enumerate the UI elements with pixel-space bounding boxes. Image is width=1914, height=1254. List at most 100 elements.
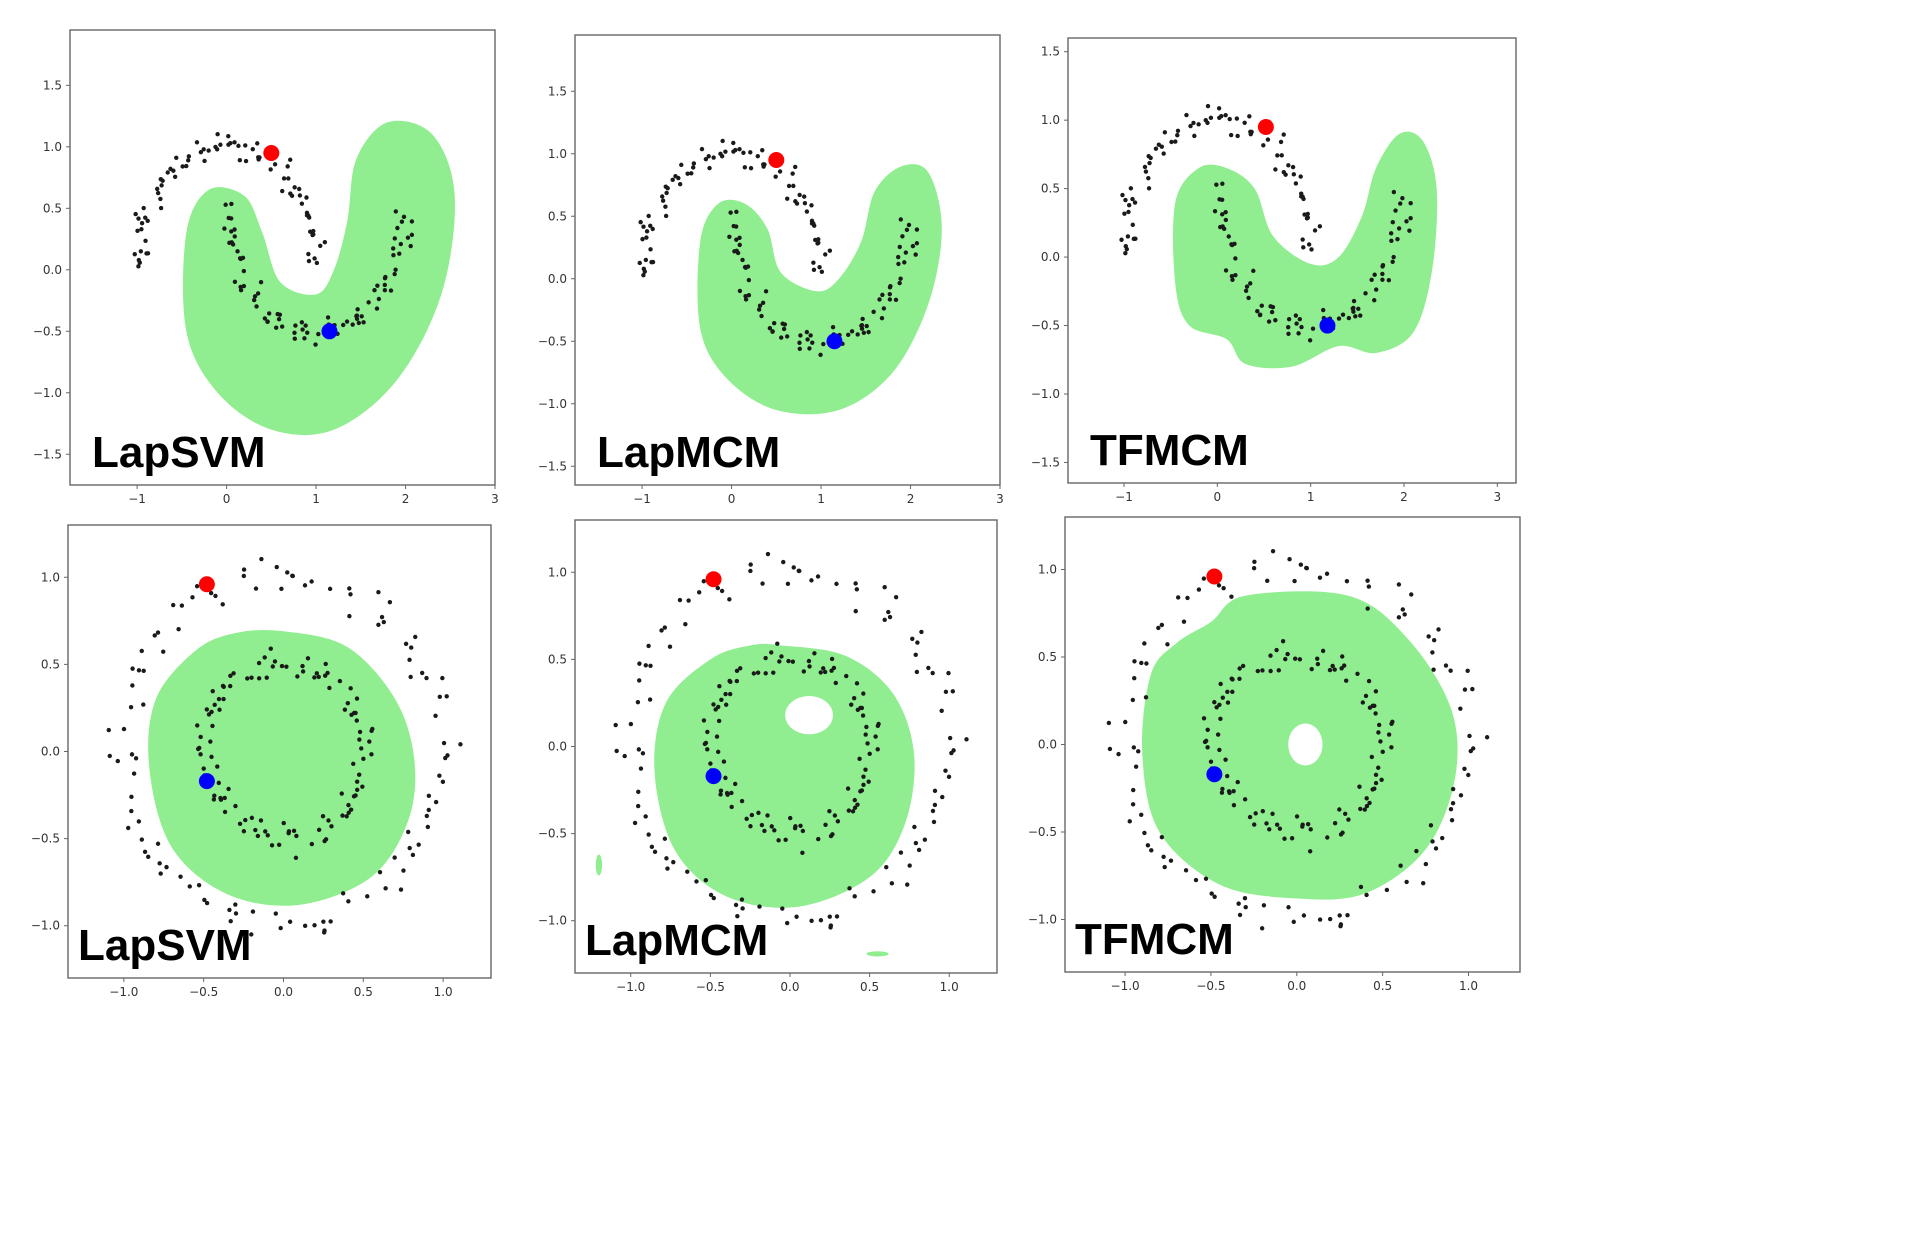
unlabeled-point bbox=[230, 242, 236, 247]
unlabeled-point bbox=[1364, 892, 1369, 898]
unlabeled-point bbox=[1184, 112, 1189, 118]
unlabeled-point bbox=[309, 841, 315, 847]
unlabeled-point bbox=[715, 585, 720, 591]
decision-region bbox=[697, 164, 942, 415]
unlabeled-point bbox=[815, 241, 820, 246]
unlabeled-point bbox=[347, 586, 352, 591]
unlabeled-point bbox=[370, 726, 375, 732]
unlabeled-point bbox=[648, 247, 653, 252]
unlabeled-point bbox=[809, 918, 814, 924]
unlabeled-point bbox=[241, 567, 247, 572]
unlabeled-point bbox=[721, 759, 727, 764]
unlabeled-point bbox=[781, 559, 786, 565]
unlabeled-point bbox=[1287, 557, 1292, 562]
unlabeled-point bbox=[1106, 720, 1112, 726]
unlabeled-point bbox=[1276, 668, 1281, 673]
unlabeled-point bbox=[152, 633, 157, 638]
unlabeled-point bbox=[1223, 217, 1229, 223]
unlabeled-point bbox=[696, 590, 702, 595]
unlabeled-point bbox=[359, 746, 364, 751]
unlabeled-point bbox=[1244, 284, 1250, 289]
unlabeled-point bbox=[662, 836, 668, 841]
unlabeled-point bbox=[272, 659, 278, 664]
unlabeled-point bbox=[860, 713, 866, 718]
unlabeled-point bbox=[232, 140, 237, 145]
unlabeled-point bbox=[401, 214, 407, 220]
unlabeled-point bbox=[858, 789, 863, 794]
unlabeled-point bbox=[1144, 661, 1149, 666]
unlabeled-point bbox=[393, 267, 398, 272]
unlabeled-point bbox=[1365, 606, 1370, 611]
unlabeled-point bbox=[243, 817, 248, 823]
unlabeled-point bbox=[793, 164, 798, 170]
unlabeled-point bbox=[769, 824, 774, 829]
y-tick-label: 0.5 bbox=[43, 201, 62, 215]
unlabeled-point bbox=[812, 651, 817, 656]
unlabeled-point bbox=[237, 256, 243, 261]
unlabeled-point bbox=[741, 150, 746, 155]
unlabeled-point bbox=[913, 252, 918, 257]
unlabeled-point bbox=[1396, 226, 1402, 231]
unlabeled-point bbox=[211, 797, 217, 802]
unlabeled-point bbox=[910, 243, 916, 249]
unlabeled-point bbox=[1231, 802, 1237, 808]
unlabeled-point bbox=[409, 645, 414, 650]
unlabeled-point bbox=[1168, 858, 1174, 863]
unlabeled-point bbox=[379, 614, 385, 620]
unlabeled-point bbox=[243, 158, 249, 164]
unlabeled-point bbox=[341, 322, 346, 328]
unlabeled-point bbox=[662, 625, 668, 630]
method-label: LapSVM bbox=[92, 428, 266, 477]
region-hole bbox=[785, 695, 833, 735]
unlabeled-point bbox=[1308, 827, 1313, 832]
unlabeled-point bbox=[403, 641, 409, 647]
unlabeled-point bbox=[785, 581, 791, 587]
y-tick-label: 1.0 bbox=[43, 140, 62, 154]
unlabeled-point bbox=[1229, 676, 1234, 681]
unlabeled-point bbox=[1301, 913, 1307, 918]
unlabeled-point bbox=[804, 209, 810, 214]
unlabeled-point bbox=[703, 156, 709, 162]
unlabeled-point bbox=[648, 663, 653, 669]
unlabeled-point bbox=[863, 767, 868, 772]
unlabeled-point bbox=[685, 869, 690, 874]
unlabeled-point bbox=[155, 630, 161, 635]
unlabeled-point bbox=[340, 891, 346, 896]
unlabeled-point bbox=[1458, 793, 1464, 798]
decision-region bbox=[182, 120, 455, 436]
unlabeled-point bbox=[299, 320, 305, 325]
y-tick-label: −0.5 bbox=[538, 827, 567, 841]
y-tick-label: 0.5 bbox=[548, 652, 567, 666]
unlabeled-point bbox=[1450, 786, 1456, 792]
unlabeled-point bbox=[1273, 318, 1278, 323]
unlabeled-point bbox=[759, 313, 764, 319]
x-tick-label: −0.5 bbox=[696, 980, 725, 994]
y-tick-label: −1.0 bbox=[538, 397, 567, 411]
unlabeled-point bbox=[784, 334, 790, 339]
unlabeled-point bbox=[376, 590, 381, 595]
unlabeled-point bbox=[852, 805, 858, 810]
unlabeled-point bbox=[281, 820, 286, 826]
unlabeled-point bbox=[691, 161, 697, 166]
unlabeled-point bbox=[1304, 566, 1310, 571]
unlabeled-point bbox=[713, 707, 718, 712]
unlabeled-point bbox=[864, 323, 869, 329]
unlabeled-point bbox=[1242, 797, 1248, 802]
unlabeled-point bbox=[686, 598, 691, 603]
unlabeled-point bbox=[1470, 686, 1475, 692]
unlabeled-point bbox=[723, 149, 728, 154]
unlabeled-point bbox=[765, 551, 771, 557]
x-tick-label: 0 bbox=[728, 492, 736, 506]
unlabeled-point bbox=[253, 586, 259, 591]
unlabeled-point bbox=[1332, 667, 1337, 672]
labeled-point-blue bbox=[1206, 766, 1223, 783]
unlabeled-point bbox=[1147, 160, 1152, 166]
unlabeled-point bbox=[659, 628, 664, 633]
unlabeled-point bbox=[1370, 787, 1375, 792]
unlabeled-point bbox=[821, 341, 826, 347]
unlabeled-point bbox=[228, 141, 233, 146]
unlabeled-point bbox=[208, 739, 213, 744]
unlabeled-point bbox=[1196, 587, 1202, 592]
unlabeled-point bbox=[1462, 766, 1467, 772]
unlabeled-point bbox=[854, 587, 860, 592]
